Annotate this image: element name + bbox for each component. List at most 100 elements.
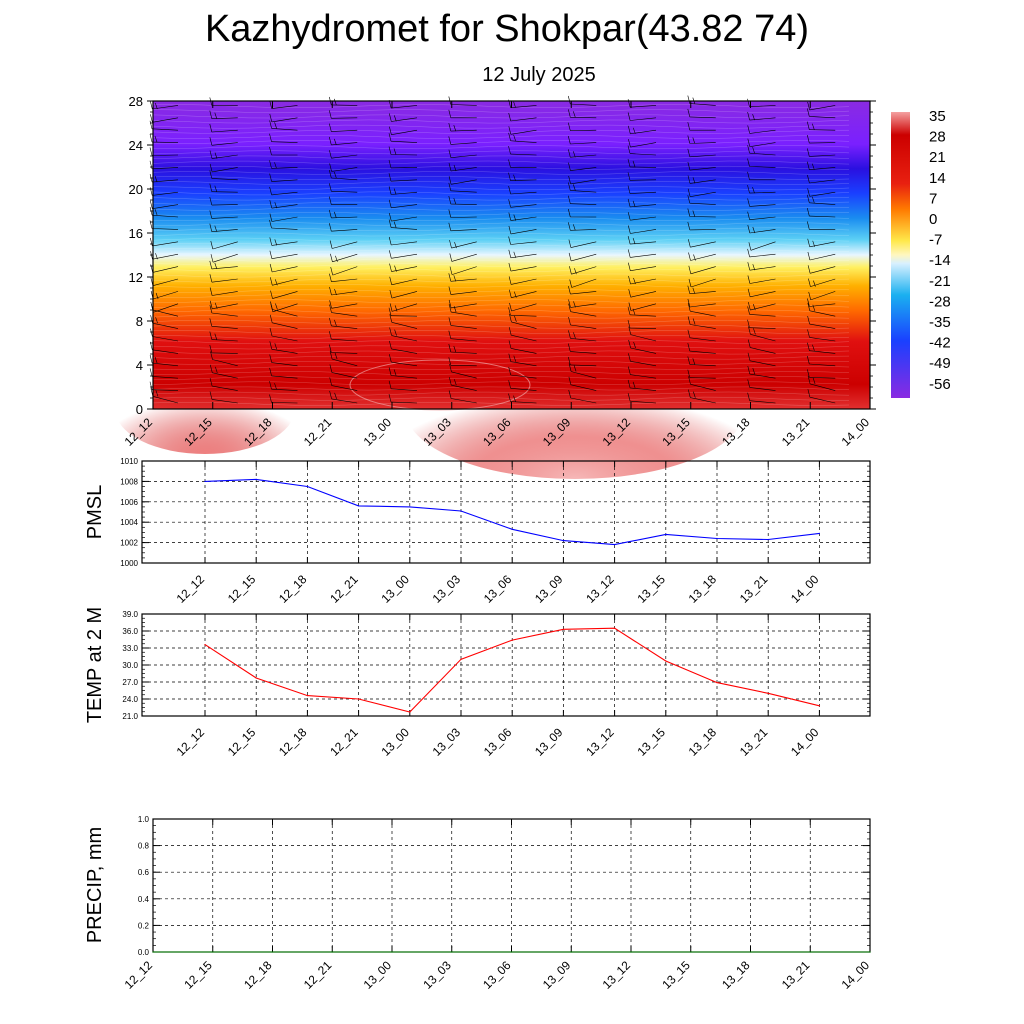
contour-line — [152, 350, 850, 355]
data-point — [716, 682, 718, 684]
wind-barb-feather — [388, 367, 392, 376]
wind-barb-feather — [627, 172, 631, 181]
wind-barb-shaft — [809, 337, 836, 342]
wind-barb-shaft — [331, 372, 358, 379]
y-tick-label: 1004 — [120, 518, 138, 527]
data-point — [212, 951, 214, 953]
wind-barb-feather — [329, 223, 332, 232]
wind-barb-shaft — [511, 291, 537, 298]
wind-barb-shaft — [391, 117, 418, 122]
wind-barb-feather — [627, 236, 631, 245]
wind-barb-feather — [329, 136, 332, 145]
wind-barb-shaft — [571, 278, 597, 288]
wind-barb-shaft — [271, 402, 298, 404]
wind-barb-feather — [209, 170, 213, 179]
wind-barb-shaft — [152, 179, 179, 183]
wind-barb-feather — [627, 145, 631, 154]
wind-barb-shaft — [510, 229, 537, 235]
wind-barb-feather — [334, 392, 337, 399]
wind-barb-feather — [752, 264, 756, 271]
wind-barb-shaft — [391, 204, 418, 209]
wind-barb-shaft — [630, 129, 657, 135]
wind-barb-shaft — [152, 278, 179, 286]
wind-barb-feather — [329, 344, 332, 353]
wind-barb-feather — [692, 358, 696, 365]
wind-barb-feather — [334, 353, 338, 360]
y-tick-label: 12 — [129, 270, 143, 285]
data-point — [665, 533, 667, 536]
colorbar-label: -21 — [929, 273, 951, 290]
wind-barb-shaft — [630, 142, 657, 148]
wind-barb-feather — [274, 239, 278, 246]
wind-barb-shaft — [510, 253, 537, 259]
wind-barb-feather — [453, 198, 457, 205]
colorbar-label: -56 — [929, 376, 951, 393]
wind-barb-feather — [747, 352, 751, 361]
wind-barb-feather — [209, 123, 213, 133]
wind-barb-shaft — [750, 334, 776, 342]
wind-barb-shaft — [271, 105, 298, 109]
wind-barb-feather — [388, 199, 392, 208]
x-tick-label: 13_03 — [430, 572, 464, 606]
x-tick-label: 12_12 — [174, 572, 208, 606]
wind-barb-shaft — [630, 291, 657, 298]
wind-barb-feather — [209, 223, 213, 232]
wind-barb-shaft — [211, 278, 238, 283]
wind-barb-shaft — [570, 351, 597, 354]
wind-barb-feather — [627, 379, 631, 388]
wind-barb-shaft — [570, 203, 597, 205]
wind-barb-shaft — [630, 361, 657, 367]
wind-barb-shaft — [809, 303, 836, 307]
wind-barb-feather — [388, 380, 392, 389]
wind-barb-shaft — [331, 385, 358, 391]
y-tick-label: 0.8 — [138, 842, 150, 851]
wind-barb-feather — [628, 275, 631, 285]
wind-barb-feather — [269, 263, 273, 273]
wind-barb-feather — [633, 341, 636, 349]
contour-line — [152, 232, 850, 237]
data-point — [665, 660, 667, 662]
wind-barb-feather — [393, 369, 397, 376]
contour-line — [152, 330, 850, 334]
wind-barb-feather — [508, 126, 512, 135]
contour-line — [152, 171, 850, 175]
wind-barb-shaft — [331, 142, 358, 146]
wind-barb-shaft — [450, 190, 477, 193]
y-tick-label: 24.0 — [122, 695, 138, 704]
wind-barb-shaft — [153, 291, 179, 300]
wind-barb-shaft — [749, 278, 776, 284]
wind-barb-feather — [568, 195, 571, 204]
wind-barb-shaft — [749, 360, 776, 367]
wind-barb-shaft — [271, 191, 298, 196]
wind-barb-feather — [627, 198, 631, 207]
wind-barb-feather — [687, 108, 691, 117]
wind-barb-shaft — [391, 388, 418, 391]
wind-barb-feather — [329, 286, 332, 296]
colorbar-label: 14 — [929, 170, 946, 187]
wind-barb-shaft — [570, 241, 597, 248]
wind-barb-feather — [269, 237, 273, 246]
contour-line — [152, 124, 850, 129]
wind-barb-feather — [154, 209, 158, 216]
wind-barb-feather — [393, 188, 397, 195]
wind-barb-feather — [388, 173, 392, 182]
wind-barb-shaft — [152, 396, 179, 404]
wind-barb-feather — [448, 343, 452, 353]
wind-barb-feather — [687, 316, 691, 325]
wind-barb-feather — [508, 185, 511, 195]
contour-line — [152, 191, 850, 196]
wind-barb-feather — [389, 314, 393, 323]
x-tick-label: 12_21 — [301, 958, 335, 992]
data-point — [204, 480, 206, 482]
wind-barb-feather — [508, 146, 511, 155]
wind-barb-shaft — [272, 278, 298, 286]
wind-barb-feather — [393, 148, 397, 155]
wind-barb-feather — [269, 314, 273, 323]
wind-barb-feather — [269, 367, 272, 376]
wind-barb-feather — [747, 306, 750, 315]
wind-barb-shaft — [749, 191, 776, 194]
wind-barb-feather — [687, 135, 691, 144]
wind-barb-shaft — [391, 253, 418, 259]
wind-barb-feather — [330, 253, 333, 262]
plot-frame — [141, 460, 871, 564]
